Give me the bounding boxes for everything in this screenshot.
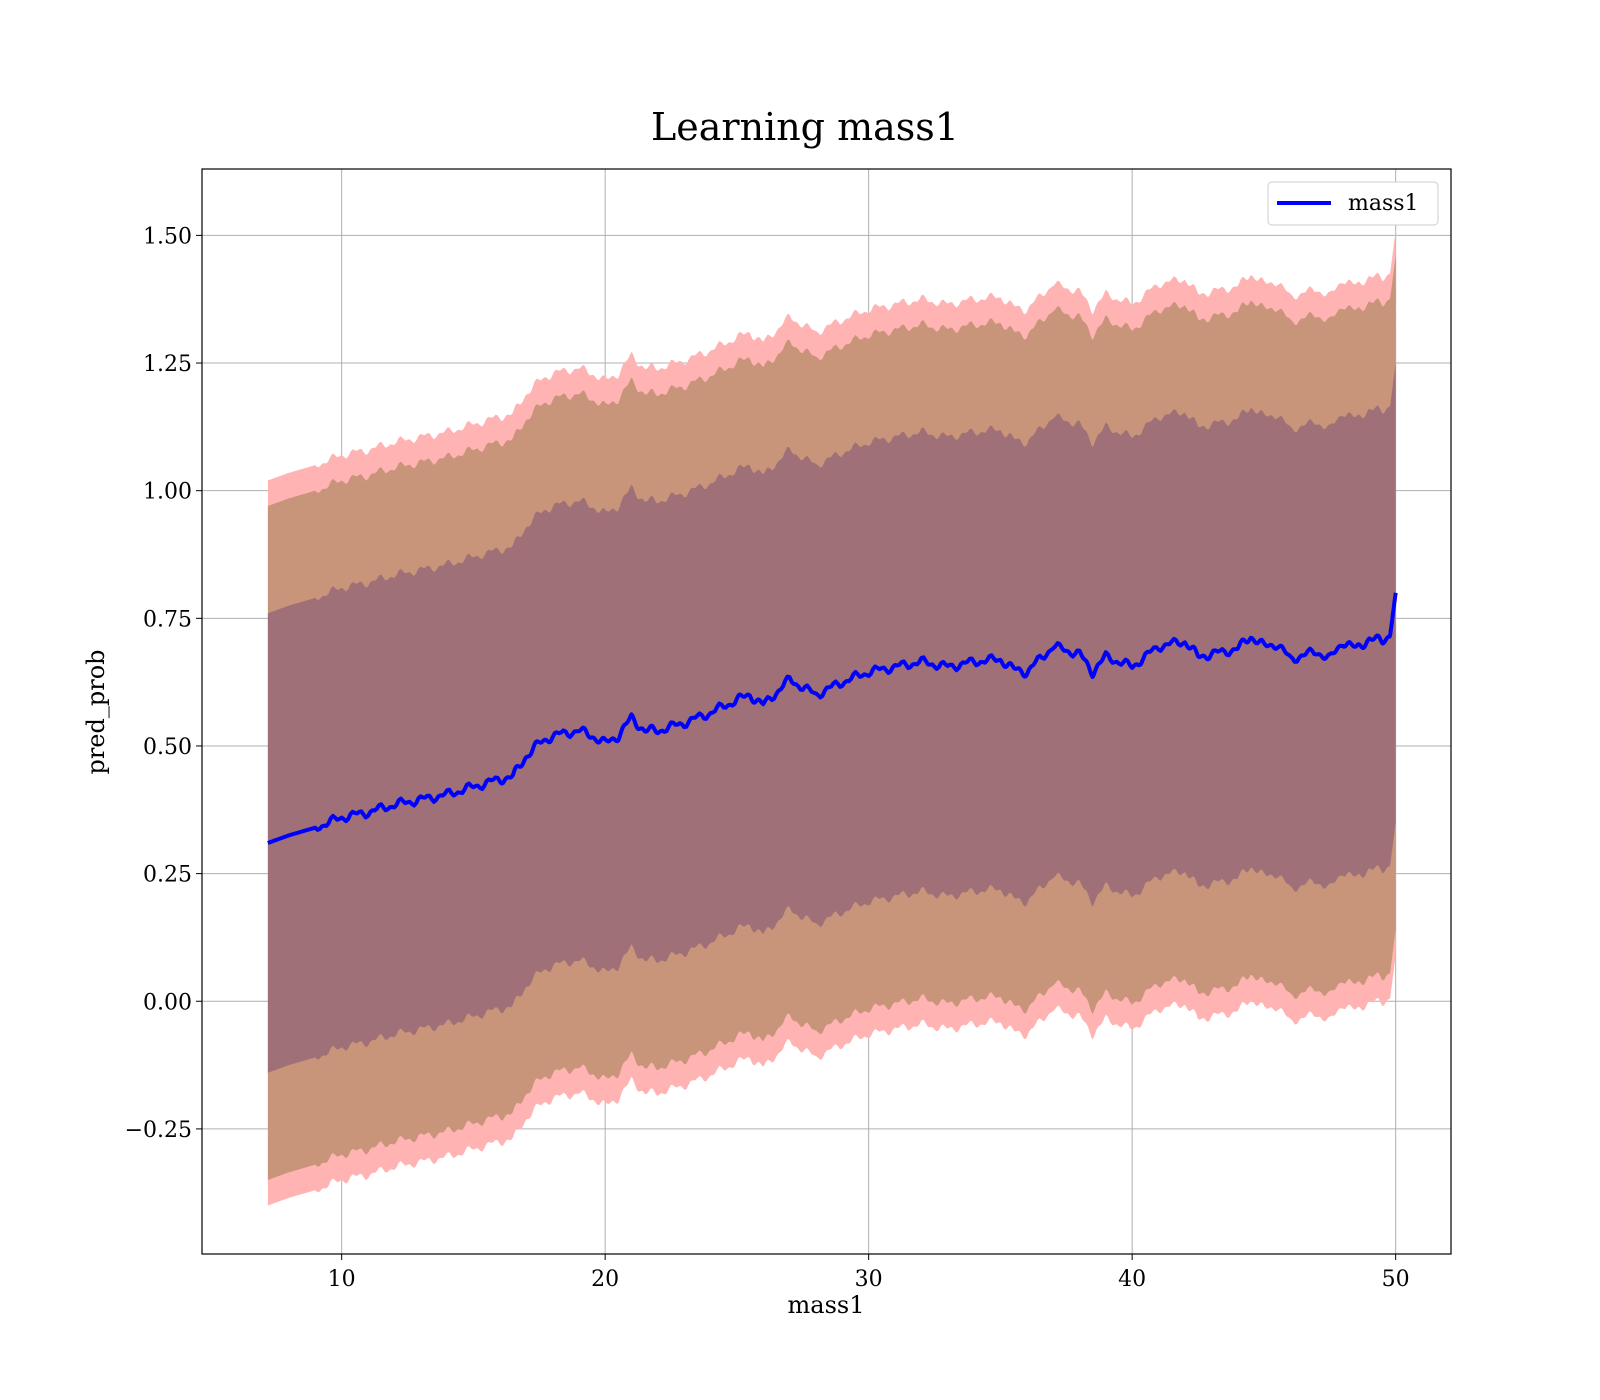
- series-line-mass1: [267, 592, 1398, 845]
- x-tick-label: 40: [1118, 1267, 1146, 1292]
- chart-title: Learning mass1: [651, 105, 959, 149]
- x-tick-label: 50: [1382, 1267, 1410, 1292]
- y-tick-label: 1.25: [143, 352, 192, 377]
- x-tick-label: 20: [591, 1267, 619, 1292]
- y-axis-ticks: −0.25 0.00 0.25 0.50 0.75 1.00 1.25 1.50: [125, 224, 202, 1143]
- y-tick-label: 0.75: [143, 607, 192, 632]
- band-1-sigma: [267, 363, 1396, 1073]
- plot-frame: [201, 168, 1452, 1255]
- confidence-bands: [267, 230, 1396, 1206]
- y-tick-label: −0.25: [125, 1118, 192, 1143]
- mean-line-group: [267, 592, 1398, 845]
- legend-label-mass1: mass1: [1348, 191, 1419, 216]
- y-tick-label: 0.25: [143, 863, 192, 888]
- y-tick-label: 1.00: [143, 480, 192, 505]
- legend-box: [1267, 181, 1439, 226]
- y-tick-label: 0.00: [143, 990, 192, 1015]
- y-axis-label: pred_prob: [82, 649, 110, 774]
- x-axis-ticks: 10 20 30 40 50: [328, 1254, 1410, 1292]
- x-tick-label: 30: [855, 1267, 883, 1292]
- x-axis-label: mass1: [788, 1291, 865, 1319]
- legend: mass1: [1267, 181, 1439, 226]
- x-tick-label: 10: [328, 1267, 356, 1292]
- y-tick-label: 0.50: [143, 735, 192, 760]
- y-tick-label: 1.50: [143, 224, 192, 249]
